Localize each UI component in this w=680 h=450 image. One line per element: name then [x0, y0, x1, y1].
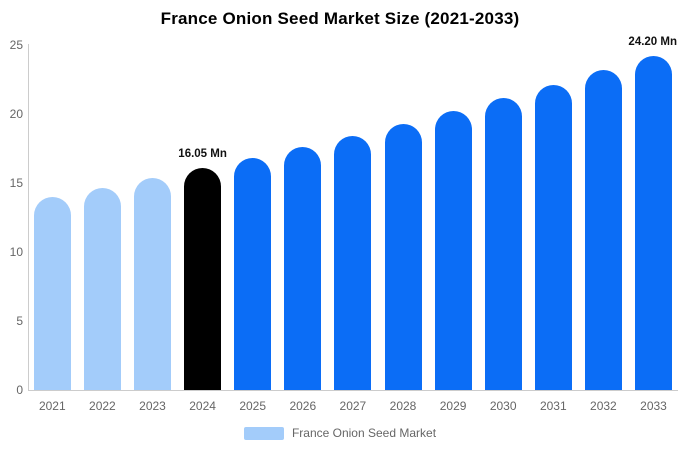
x-label-2022: 2022 [89, 399, 116, 413]
bar-2032[interactable] [584, 70, 622, 390]
x-axis-line [28, 390, 678, 391]
data-label-2024: 16.05 Mn [178, 148, 227, 161]
x-label-2025: 2025 [239, 399, 267, 413]
legend-label: France Onion Seed Market [291, 426, 437, 440]
bar-2029[interactable] [434, 111, 472, 390]
x-label-2029: 2029 [439, 399, 467, 413]
bar-2031[interactable] [534, 84, 572, 390]
bar-2027[interactable] [334, 135, 372, 390]
data-label-2033: 24.20 Mn [628, 35, 677, 48]
bar-2023[interactable] [134, 178, 171, 390]
x-label-2026: 2026 [289, 399, 317, 413]
bar-2033[interactable] [635, 55, 672, 390]
bar-2021[interactable] [33, 196, 71, 390]
x-label-2032: 2032 [590, 399, 617, 413]
chart-title: France Onion Seed Market Size (2021-2033… [160, 9, 520, 28]
x-label-2030: 2030 [489, 399, 517, 413]
y-tick-20: 20 [9, 106, 23, 121]
x-label-2027: 2027 [339, 399, 367, 413]
y-axis-line [28, 44, 29, 390]
bar-2022[interactable] [83, 187, 121, 390]
bar-2030[interactable] [484, 98, 522, 390]
x-label-2031: 2031 [539, 399, 567, 413]
bar-2024[interactable] [184, 168, 222, 390]
legend-swatch [243, 426, 284, 440]
x-label-2021: 2021 [38, 399, 66, 413]
x-label-2028: 2028 [389, 399, 417, 413]
x-label-2023: 2023 [139, 399, 166, 413]
bar-2025[interactable] [234, 157, 272, 390]
x-label-2024: 2024 [189, 399, 216, 413]
bar-2028[interactable] [384, 123, 422, 390]
y-tick-25: 25 [9, 37, 23, 52]
y-tick-5: 5 [16, 313, 23, 328]
y-tick-10: 10 [9, 244, 23, 259]
y-tick-15: 15 [9, 175, 23, 190]
bar-2026[interactable] [284, 147, 322, 390]
y-tick-0: 0 [16, 383, 23, 397]
x-label-2033: 2033 [640, 399, 667, 413]
legend[interactable]: France Onion Seed Market [0, 426, 680, 440]
